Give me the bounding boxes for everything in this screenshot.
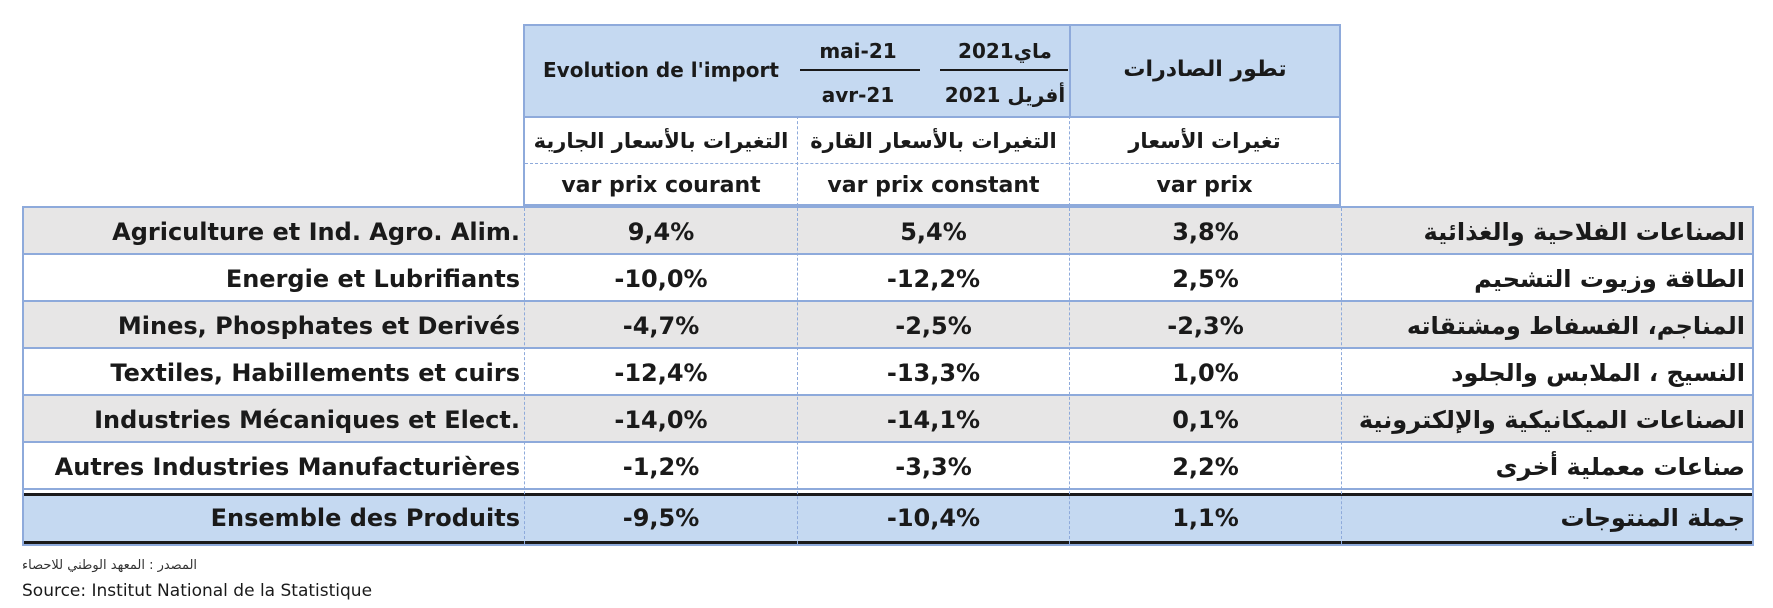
row-label-fr: Industries Mécaniques et Elect. xyxy=(94,406,520,434)
col-header-current-fr: var prix courant xyxy=(561,173,761,198)
cell-constant: -13,3% xyxy=(886,359,981,387)
total-current: -9,5% xyxy=(622,504,700,532)
cell-current: -1,2% xyxy=(622,453,700,481)
row-label-fr: Autres Industries Manufacturières xyxy=(54,453,520,481)
date-fraction-line xyxy=(940,69,1068,71)
row-label-fr: Energie et Lubrifiants xyxy=(225,265,520,293)
total-constant: -10,4% xyxy=(886,504,981,532)
table-row xyxy=(22,208,1752,255)
row-label-ar: صناعات معملية أخرى xyxy=(1495,453,1745,481)
row-label-ar: الصناعات الميكانيكية والإلكترونية xyxy=(1358,406,1745,434)
header-divider xyxy=(525,116,1339,118)
table-row xyxy=(22,255,1752,302)
header-title-band xyxy=(525,26,1339,116)
total-prices: 1,1% xyxy=(1172,504,1239,532)
col-header-prices-fr: var prix xyxy=(1156,173,1253,198)
date-ar-bottom: أفريل 2021 xyxy=(944,83,1066,107)
cell-constant: -14,1% xyxy=(886,406,981,434)
cell-current: -4,7% xyxy=(622,312,700,340)
col-header-constant-fr: var prix constant xyxy=(827,173,1040,198)
body-col-separator xyxy=(1341,208,1342,544)
cell-prices: -2,3% xyxy=(1167,312,1244,340)
cell-prices: 0,1% xyxy=(1172,406,1239,434)
total-label-ar: جملة المنتوجات xyxy=(1560,504,1746,532)
total-divider xyxy=(22,493,1754,496)
source-ar: المصدر : المعهد الوطني للاحصاء xyxy=(22,558,198,573)
row-label-ar: المناجم، الفسفاط ومشتقاته xyxy=(1406,312,1745,340)
header-col-separator xyxy=(797,116,798,206)
cell-prices: 2,2% xyxy=(1172,453,1239,481)
total-label-fr: Ensemble des Produits xyxy=(210,504,520,532)
col-header-current-ar: التغيرات بالأسعار الجارية xyxy=(533,129,789,153)
date-fraction-line xyxy=(800,69,920,71)
body-col-separator xyxy=(1069,208,1070,544)
row-label-fr: Agriculture et Ind. Agro. Alim. xyxy=(112,218,520,246)
cell-constant: -12,2% xyxy=(886,265,981,293)
header-subdivider xyxy=(525,163,1339,164)
cell-current: -12,4% xyxy=(614,359,708,387)
source-fr: Source: Institut National de la Statisti… xyxy=(22,581,373,601)
date-fr-bottom: avr-21 xyxy=(821,83,895,107)
total-row xyxy=(22,496,1752,541)
row-label-fr: Textiles, Habillements et cuirs xyxy=(110,359,520,387)
col-header-prices-ar: تغيرات الأسعار xyxy=(1128,129,1281,153)
cell-constant: 5,4% xyxy=(900,218,967,246)
row-label-fr: Mines, Phosphates et Derivés xyxy=(117,312,520,340)
cell-current: 9,4% xyxy=(627,218,695,246)
cell-constant: -2,5% xyxy=(895,312,972,340)
table-row xyxy=(22,443,1752,490)
date-fr-top: mai-21 xyxy=(819,39,897,63)
exports-title: تطور الصادرات xyxy=(1123,57,1287,82)
cell-current: -10,0% xyxy=(614,265,708,293)
header-col-separator xyxy=(1069,116,1070,206)
row-label-ar: الطاقة وزيوت التشحيم xyxy=(1474,265,1745,293)
table-row xyxy=(22,302,1752,349)
cell-current: -14,0% xyxy=(614,406,708,434)
body-col-separator xyxy=(524,208,525,544)
table-row xyxy=(22,349,1752,396)
date-ar-top: ماي2021 xyxy=(958,39,1052,63)
total-divider xyxy=(22,541,1754,544)
cell-prices: 2,5% xyxy=(1172,265,1239,293)
header-col-separator xyxy=(1069,26,1071,116)
col-header-constant-ar: التغيرات بالأسعار القارة xyxy=(810,129,1057,153)
cell-prices: 1,0% xyxy=(1172,359,1239,387)
table-row xyxy=(22,396,1752,443)
row-label-ar: النسيج ، الملابس والجلود xyxy=(1451,359,1745,387)
row-label-ar: الصناعات الفلاحية والغذائية xyxy=(1423,218,1745,246)
cell-constant: -3,3% xyxy=(895,453,972,481)
import-title: Evolution de l'import xyxy=(543,58,779,82)
cell-prices: 3,8% xyxy=(1172,218,1239,246)
body-col-separator xyxy=(797,208,798,544)
